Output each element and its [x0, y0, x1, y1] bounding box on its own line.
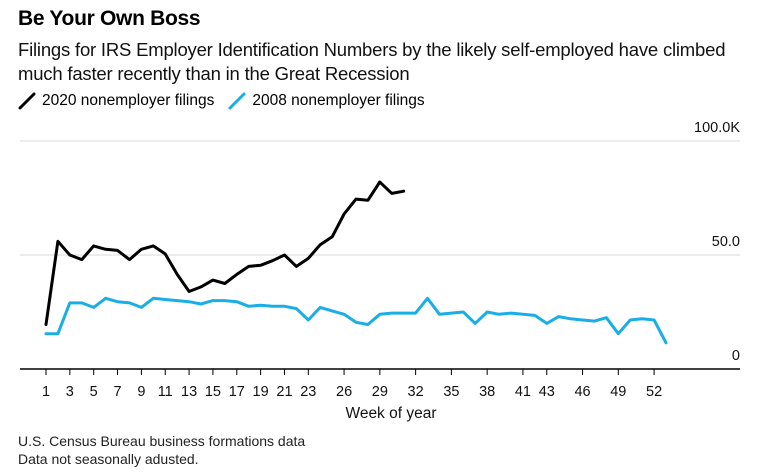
series-line-2020	[44, 180, 406, 326]
legend-label-2008: 2008 nonemployer filings	[252, 92, 425, 109]
x-tick-label: 32	[408, 384, 424, 400]
x-axis-title: Week of year	[345, 405, 436, 422]
x-tick-label: 23	[300, 384, 316, 400]
legend: 2020 nonemployer filings 2008 nonemploye…	[18, 92, 439, 110]
x-tick-label: 9	[137, 384, 145, 400]
legend-swatch-2020-icon	[18, 92, 36, 110]
x-tick-label: 26	[336, 384, 352, 400]
x-tick-label: 15	[205, 384, 221, 400]
legend-item-2008: 2008 nonemployer filings	[228, 92, 425, 110]
legend-label-2020: 2020 nonemployer filings	[42, 92, 215, 109]
chart-title: Be Your Own Boss	[18, 7, 201, 30]
x-axis: 1 3 5 7 9 11 13 15 17 19 21 23 26 29 32 35 38 41 43 46 49 52	[20, 368, 740, 400]
x-tick-label: 52	[646, 384, 662, 400]
grid-layer	[20, 140, 740, 256]
x-tick-label: 7	[113, 384, 121, 400]
series-layer	[44, 180, 668, 345]
x-tick-label: 1	[42, 384, 50, 400]
x-tick-label: 43	[539, 384, 555, 400]
series-line-2008	[44, 296, 668, 345]
x-tick-label: 17	[229, 384, 245, 400]
y-tick-label: 50.0	[712, 234, 740, 250]
footnote-adjustment: Data not seasonally adusted.	[18, 451, 199, 467]
x-tick-label: 5	[90, 384, 98, 400]
legend-item-2020: 2020 nonemployer filings	[18, 92, 214, 110]
y-tick-label: 100.0K	[694, 120, 740, 136]
y-tick-label: 0	[732, 348, 740, 364]
x-tick-label: 11	[158, 384, 173, 400]
legend-swatch-2008-icon	[228, 92, 246, 110]
x-tick-label: 49	[610, 384, 626, 400]
x-tick-label: 21	[276, 384, 292, 400]
x-tick-label: 13	[181, 384, 197, 400]
x-tick-label: 19	[253, 384, 269, 400]
y-axis-labels: 0 50.0 100.0K	[694, 120, 740, 364]
x-tick-label: 41	[515, 384, 531, 400]
x-tick-label: 3	[66, 384, 74, 400]
x-tick-label: 35	[443, 384, 459, 400]
x-tick-label: 46	[574, 384, 590, 400]
footnote-source: U.S. Census Bureau business formations d…	[18, 433, 306, 449]
chart-subtitle: Filings for IRS Employer Identification …	[18, 39, 726, 84]
x-tick-label: 38	[479, 384, 495, 400]
x-tick-label: 29	[372, 384, 388, 400]
